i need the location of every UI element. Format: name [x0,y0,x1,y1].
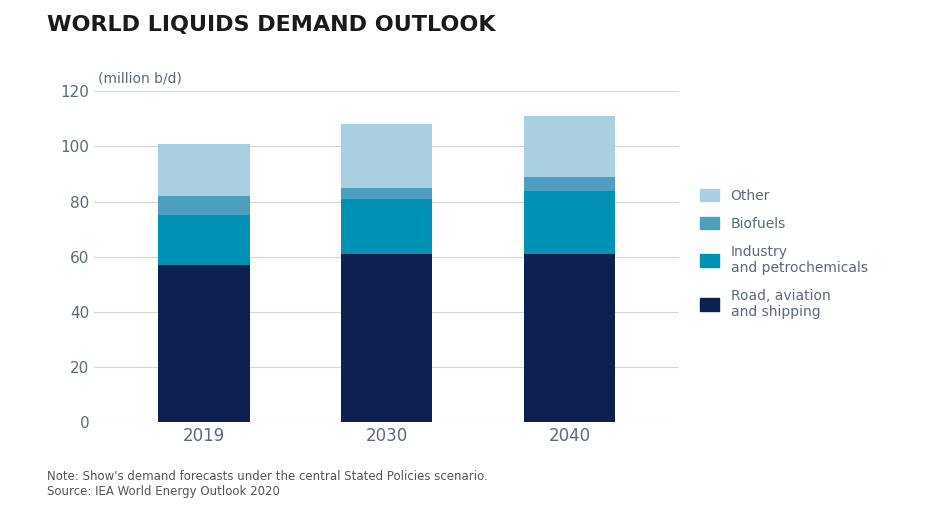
Bar [523,254,615,422]
Bar [523,177,615,190]
Bar [341,254,432,422]
Bar [341,124,432,188]
Bar [158,215,250,265]
Bar [523,190,615,254]
Bar [341,199,432,254]
Bar [523,116,615,177]
Bar [158,265,250,422]
Bar [158,144,250,196]
Legend: Other, Biofuels, Industry
and petrochemicals, Road, aviation
and shipping: Other, Biofuels, Industry and petrochemi… [700,189,868,319]
Bar [341,188,432,199]
Bar [158,196,250,215]
Text: WORLD LIQUIDS DEMAND OUTLOOK: WORLD LIQUIDS DEMAND OUTLOOK [47,15,496,35]
Text: (million b/d): (million b/d) [98,72,182,86]
Text: Note: Show's demand forecasts under the central Stated Policies scenario.
Source: Note: Show's demand forecasts under the … [47,470,488,498]
